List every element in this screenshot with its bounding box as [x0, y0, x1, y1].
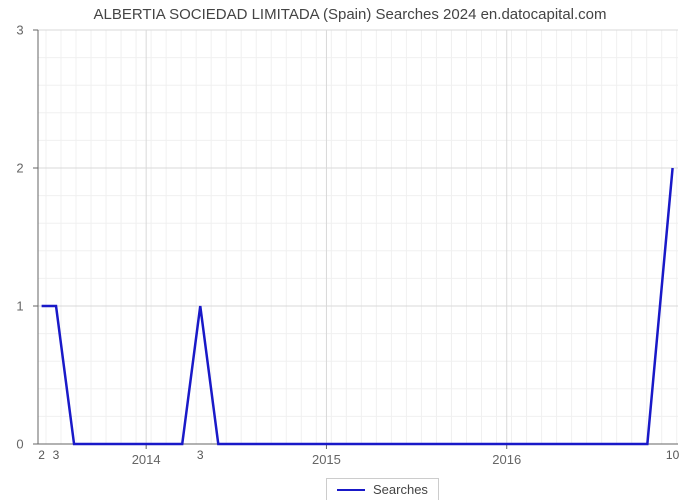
chart-container: ALBERTIA SOCIEDAD LIMITADA (Spain) Searc…: [0, 0, 700, 500]
plot-area: [38, 30, 678, 444]
y-tick-label: 2: [16, 161, 23, 176]
data-point-label: 10: [666, 448, 679, 462]
legend: Searches: [326, 478, 439, 500]
data-point-label: 3: [197, 448, 204, 462]
y-tick-label: 1: [16, 299, 23, 314]
x-tick-label: 2014: [132, 452, 161, 467]
y-tick-label: 3: [16, 23, 23, 38]
chart-svg: [38, 30, 678, 444]
chart-title: ALBERTIA SOCIEDAD LIMITADA (Spain) Searc…: [0, 6, 700, 23]
y-tick-label: 0: [16, 437, 23, 452]
x-tick-label: 2016: [492, 452, 521, 467]
legend-label: Searches: [373, 482, 428, 497]
data-point-label: 2: [38, 448, 45, 462]
data-point-label: 3: [53, 448, 60, 462]
x-tick-label: 2015: [312, 452, 341, 467]
legend-line-swatch: [337, 489, 365, 491]
